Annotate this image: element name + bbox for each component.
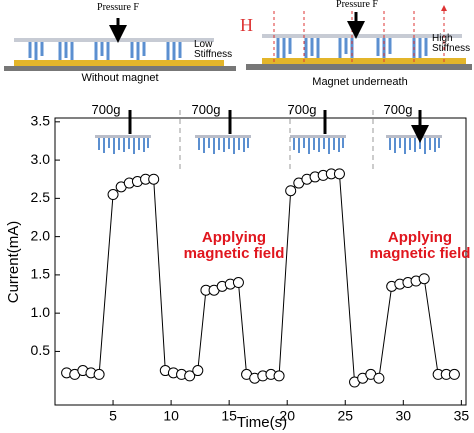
y-tick-label: 2.0 — [31, 227, 51, 243]
y-tick-label: 2.5 — [31, 189, 51, 205]
load-icons — [94, 110, 443, 170]
load-label: 700g — [287, 102, 317, 117]
x-tick-label: 15 — [221, 408, 237, 424]
stiffness-label: Low Stiffness — [194, 39, 233, 60]
y-tick-label: 3.0 — [31, 151, 51, 167]
data-point — [192, 365, 204, 377]
data-point — [448, 368, 460, 380]
data-point — [333, 168, 345, 180]
annotation: Applying magnetic field — [369, 229, 471, 262]
data-point — [232, 277, 244, 289]
x-tick-label: 20 — [279, 408, 295, 424]
load-label: 700g — [91, 102, 121, 117]
load-label: 700g — [383, 102, 413, 117]
data-point — [418, 273, 430, 285]
field-label: H — [240, 15, 253, 35]
plot-frame — [54, 117, 467, 406]
pressure-label: Pressure F — [97, 2, 139, 13]
schematic-left — [4, 18, 236, 71]
x-tick-label: 25 — [337, 408, 353, 424]
x-axis-label: Time(s) — [237, 414, 287, 431]
schematic-caption: Magnet underneath — [312, 76, 408, 88]
y-tick-label: 0.5 — [31, 342, 51, 358]
x-tick-label: 35 — [454, 408, 470, 424]
y-tick-label: 1.5 — [31, 266, 51, 282]
data-line — [66, 173, 455, 383]
load-label: 700g — [191, 102, 221, 117]
x-tick-label: 10 — [163, 408, 179, 424]
data-point — [184, 370, 196, 382]
data-point — [285, 185, 297, 197]
schematic-right — [246, 8, 472, 70]
y-tick-label: 3.5 — [31, 113, 51, 129]
data-point — [93, 368, 105, 380]
y-axis-label: Current(mA) — [5, 221, 22, 304]
data-point — [373, 372, 385, 384]
schematic-caption: Without magnet — [81, 72, 159, 84]
x-tick-label: 30 — [396, 408, 412, 424]
stiffness-label: High Stiffness — [432, 33, 471, 54]
data-point — [148, 173, 160, 185]
data-point — [107, 189, 119, 201]
x-tick-label: 5 — [109, 408, 117, 424]
y-tick-label: 1.0 — [31, 304, 51, 320]
data-point — [273, 370, 285, 382]
pressure-label: Pressure F — [336, 0, 378, 10]
annotation: Applying magnetic field — [183, 229, 285, 262]
